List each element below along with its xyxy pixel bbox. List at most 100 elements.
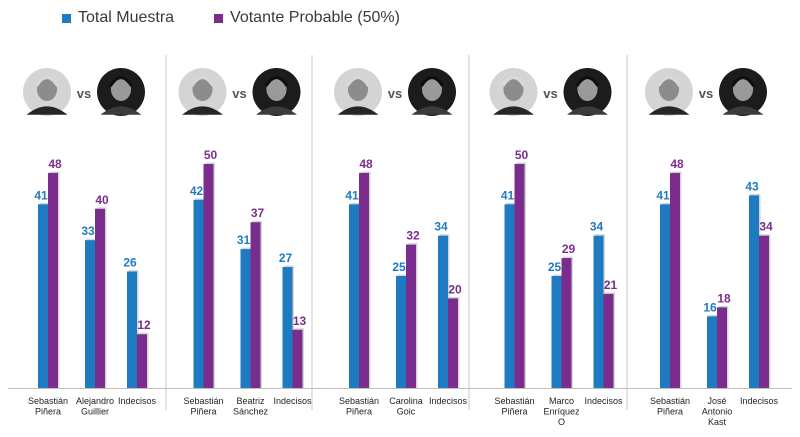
- portrait-face: [110, 77, 132, 101]
- value-label-votante: 50: [204, 148, 218, 162]
- portrait-shoulders: [411, 106, 453, 115]
- bar-votante: [95, 208, 105, 388]
- value-label-total: 25: [392, 260, 406, 274]
- value-label-votante: 32: [406, 229, 420, 243]
- value-label-votante: 48: [670, 157, 684, 171]
- portrait-shoulders: [26, 106, 68, 115]
- portrait-shoulders: [567, 106, 608, 115]
- category-label: Indecisos: [740, 396, 779, 406]
- sebastian-pinera-photo: [178, 68, 227, 116]
- bar-votante: [759, 235, 769, 388]
- sebastian-pinera-photo: [645, 68, 693, 116]
- portrait-hair: [657, 76, 681, 87]
- portrait-shoulders: [337, 106, 379, 115]
- portrait-shoulders: [256, 106, 297, 115]
- bar-total: [504, 204, 515, 388]
- legend-swatch-total: [62, 13, 71, 23]
- bar-votante: [448, 298, 458, 388]
- value-label-votante: 20: [448, 282, 462, 296]
- value-label-votante: 50: [515, 148, 529, 162]
- portrait-hair: [501, 76, 526, 87]
- value-label-votante: 12: [137, 318, 151, 332]
- vs-label: vs: [232, 86, 246, 101]
- bar-total: [438, 235, 448, 388]
- portrait-shoulders: [100, 106, 142, 115]
- value-label-total: 16: [703, 300, 717, 314]
- value-label-total: 34: [434, 220, 448, 234]
- value-label-total: 26: [123, 256, 137, 270]
- vs-label: vs: [699, 86, 713, 101]
- sebastian-pinera-photo: [489, 68, 538, 116]
- bar-total: [551, 276, 562, 388]
- legend-label-votante: Votante Probable (50%): [230, 9, 400, 26]
- portrait-face: [421, 77, 443, 101]
- category-label: Indecisos: [273, 396, 312, 406]
- bar-votante: [359, 172, 369, 388]
- legend-label-total: Total Muestra: [78, 9, 175, 26]
- bar-total: [707, 316, 717, 388]
- portrait-shoulders: [493, 106, 534, 115]
- value-label-total: 25: [548, 260, 562, 274]
- bar-total: [593, 235, 604, 388]
- value-label-total: 41: [656, 188, 670, 202]
- bar-total: [85, 240, 95, 388]
- value-label-votante: 40: [95, 193, 109, 207]
- sebastian-pinera-photo: [334, 68, 382, 116]
- carolina-goic-photo: [408, 68, 456, 116]
- bar-votante: [717, 307, 727, 388]
- value-label-votante: 18: [717, 291, 731, 305]
- bar-total: [660, 204, 670, 388]
- category-label: Sebastián Piñera: [339, 396, 379, 417]
- value-label-total: 33: [81, 224, 95, 238]
- bar-votante: [561, 258, 572, 388]
- bar-total: [193, 199, 204, 388]
- value-label-votante: 34: [759, 220, 773, 234]
- legend: Total Muestra Votante Probable (50%): [62, 6, 440, 30]
- portrait-face: [577, 77, 598, 101]
- portrait-face: [503, 77, 524, 101]
- portrait-shoulders: [182, 106, 223, 115]
- portrait-face: [36, 77, 58, 101]
- vs-label: vs: [388, 86, 402, 101]
- value-label-votante: 37: [251, 206, 265, 220]
- portrait-hair: [731, 76, 755, 87]
- value-label-votante: 29: [562, 242, 576, 256]
- legend-item-votante: Votante Probable (50%): [214, 9, 400, 27]
- value-label-total: 41: [501, 188, 515, 202]
- bar-votante: [203, 164, 214, 388]
- category-label: Indecisos: [429, 396, 468, 406]
- alejandro-guillier-photo: [97, 68, 145, 116]
- panel-3: vs 41 48 Sebastián Piñera 25 32 Carolina Goic 34 2…: [334, 68, 468, 417]
- bar-total: [127, 271, 137, 388]
- bar-total: [282, 267, 293, 388]
- category-label: Alejandro Guillier: [76, 396, 114, 417]
- bar-votante: [137, 334, 147, 388]
- sebastian-pinera-photo: [23, 68, 71, 116]
- category-label: Indecisos: [584, 396, 623, 406]
- value-label-total: 34: [590, 220, 604, 234]
- portrait-face: [347, 77, 369, 101]
- portrait-face: [192, 77, 213, 101]
- jose-antonio-kast-photo: [719, 68, 767, 116]
- value-label-total: 41: [34, 188, 48, 202]
- portrait-hair: [346, 76, 370, 87]
- panel-1: vs 41 48 Sebastián Piñera 33 40 Alejandro Guilli…: [23, 68, 157, 417]
- vs-label: vs: [543, 86, 557, 101]
- category-label: Sebastián Piñera: [28, 396, 68, 417]
- bar-votante: [603, 293, 614, 388]
- bar-total: [38, 204, 48, 388]
- value-label-votante: 48: [48, 157, 62, 171]
- category-label: Marco Enríquez O: [543, 396, 580, 427]
- value-label-total: 43: [745, 179, 759, 193]
- portrait-hair: [264, 76, 289, 87]
- value-label-votante: 48: [359, 157, 373, 171]
- portrait-face: [732, 77, 754, 101]
- bar-total: [349, 204, 359, 388]
- marco-enriquez-o-photo: [563, 68, 612, 116]
- bar-votante: [48, 172, 58, 388]
- value-label-votante: 21: [604, 278, 618, 292]
